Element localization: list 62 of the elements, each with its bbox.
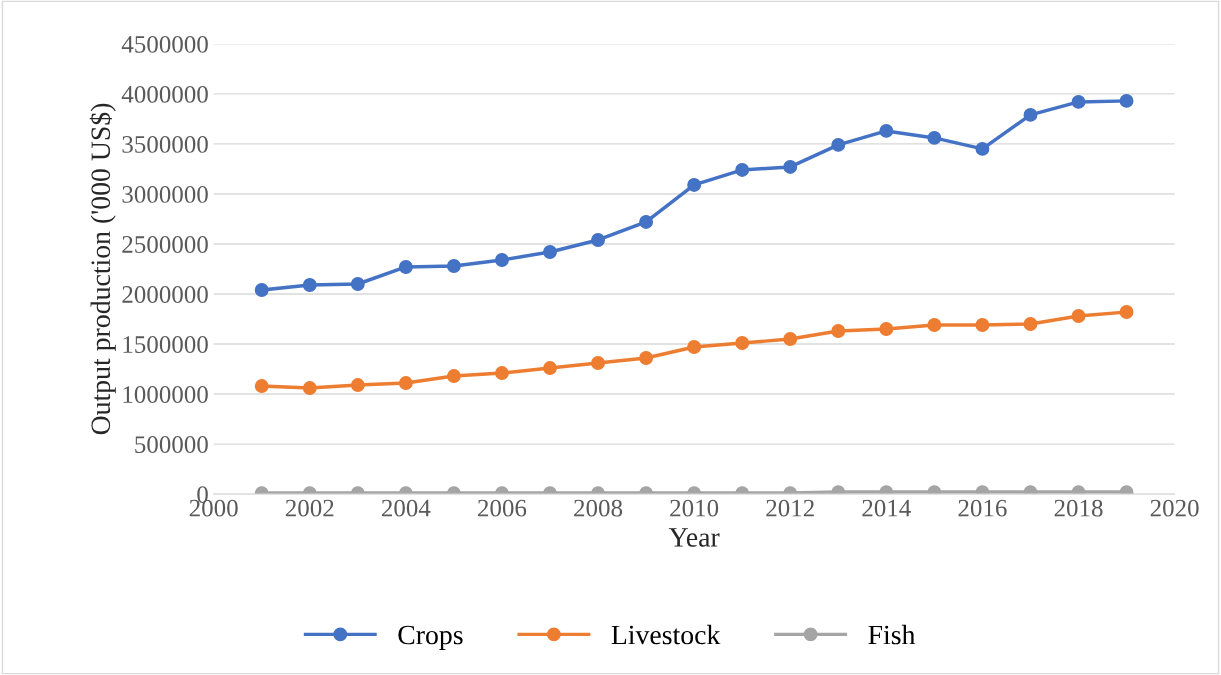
point: [975, 141, 990, 156]
point: [1119, 305, 1134, 319]
point: [879, 123, 894, 138]
y-tick-label: 2500000: [122, 236, 208, 253]
point: [639, 215, 654, 229]
x-tick-label: 2008: [574, 499, 623, 517]
point: [591, 233, 605, 247]
point: [735, 336, 750, 350]
x-tick-label: 2006: [478, 499, 527, 517]
point: [254, 283, 269, 297]
x-axis-title: Year: [668, 528, 720, 547]
point: [831, 324, 846, 338]
point: [446, 259, 461, 273]
point: [350, 378, 365, 392]
point: [783, 332, 798, 346]
x-tick-label: 2014: [862, 499, 911, 517]
y-tick-label: 3500000: [122, 135, 208, 153]
y-tick-label: 1500000: [123, 336, 208, 353]
point: [302, 278, 317, 292]
point: [543, 245, 557, 259]
point: [495, 253, 509, 267]
y-tick-label: 1000000: [123, 386, 208, 403]
y-tick-label: 4500000: [121, 35, 208, 53]
point: [879, 322, 894, 336]
point: [591, 356, 605, 370]
point: [446, 369, 461, 383]
point: [495, 366, 509, 380]
x-tick-label: 2016: [958, 499, 1007, 517]
point: [398, 260, 413, 274]
point: [927, 318, 942, 332]
x-tick-label: 2004: [381, 499, 431, 517]
point: [1119, 93, 1134, 108]
point: [927, 130, 942, 145]
point: [1071, 94, 1086, 109]
y-tick-label: 3000000: [122, 186, 208, 203]
x-tick-label: 2002: [285, 499, 334, 517]
y-axis-title: Output production ('000 US$): [89, 103, 116, 435]
point: [1071, 309, 1086, 323]
point: [543, 361, 557, 375]
x-tick-label: 2020: [1150, 499, 1199, 517]
x-tick-label: 2010: [670, 499, 719, 517]
y-tick-label: 500000: [135, 436, 208, 453]
legend-label: Crops: [398, 625, 463, 650]
point: [831, 137, 846, 152]
point: [783, 159, 798, 174]
point: [350, 277, 365, 291]
point: [302, 381, 317, 395]
point: [687, 340, 702, 354]
point: [735, 162, 750, 177]
point: [1023, 317, 1038, 331]
x-tick-label: 2018: [1054, 499, 1103, 517]
legend-label: Livestock: [611, 624, 721, 645]
y-tick-label: 2000000: [122, 286, 208, 303]
point: [975, 318, 990, 332]
point: [254, 379, 269, 393]
y-tick-label: 4000000: [121, 85, 208, 103]
x-tick-label: 2012: [766, 499, 814, 517]
legend-label: Fish: [868, 624, 916, 645]
point: [398, 376, 413, 390]
point: [639, 351, 654, 365]
point: [1023, 107, 1038, 122]
point: [687, 178, 702, 192]
